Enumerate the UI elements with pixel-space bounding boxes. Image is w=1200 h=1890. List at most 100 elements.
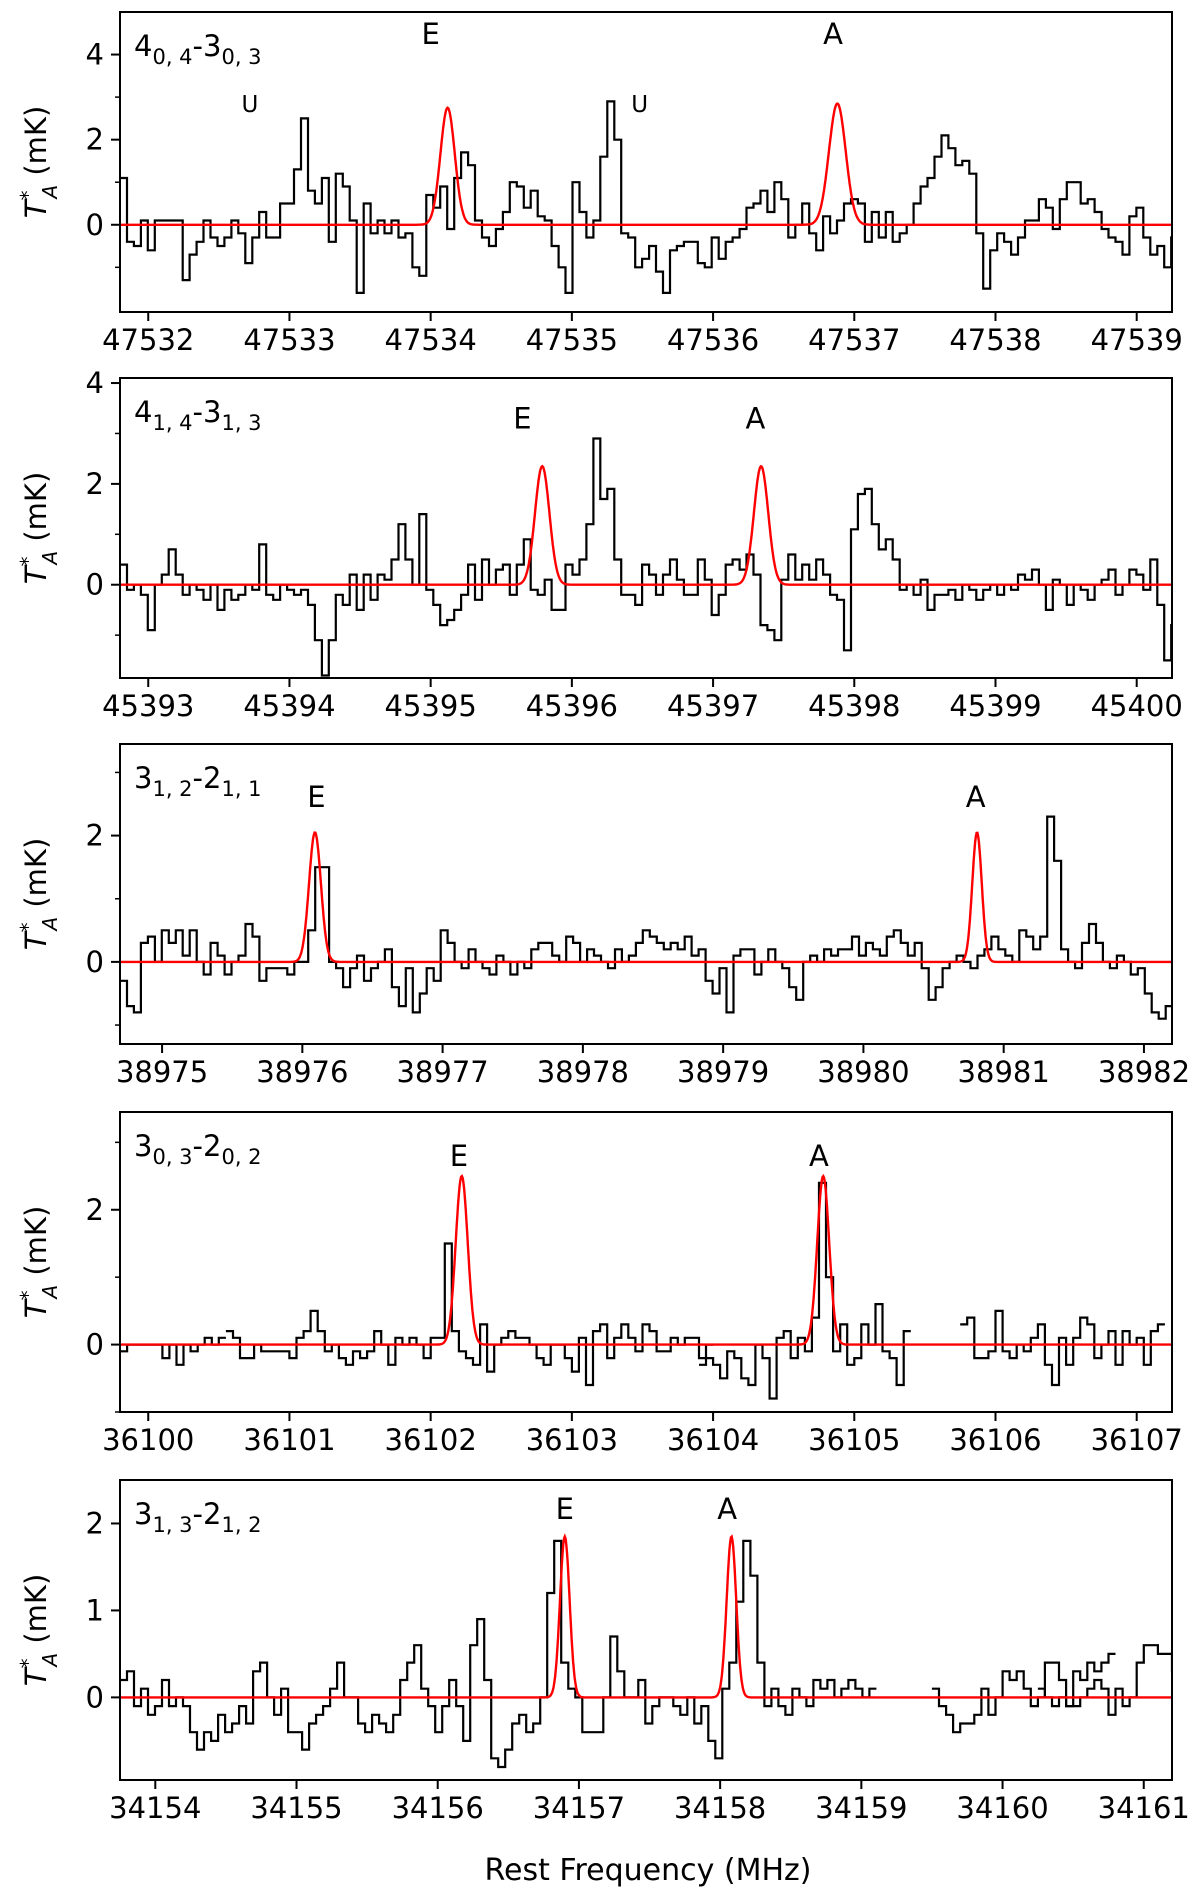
x-tick-label: 38975 <box>116 1055 208 1089</box>
x-tick-label: 38976 <box>256 1055 348 1089</box>
x-tick-label: 34156 <box>392 1791 484 1825</box>
y-axis-label-superscript: * <box>16 923 40 933</box>
plot-area <box>120 1173 1172 1400</box>
y-axis-label-subscript: A <box>38 917 62 933</box>
y-axis-label: T*A (mK) <box>16 838 62 951</box>
observed-spectrum-segment <box>120 1539 877 1769</box>
transition-upper-subscript: 1, 4 <box>152 411 192 435</box>
x-tick-label: 36101 <box>243 1423 335 1457</box>
spectrum-panel-3: 38975 38976 38977 38978 38979 38980 38981 38982… <box>16 743 1190 1089</box>
y-tick-label: 2 <box>86 819 104 853</box>
line-label-a: A <box>966 780 986 814</box>
x-tick-label: 47535 <box>526 323 618 357</box>
observed-spectrum-segment <box>120 100 1172 294</box>
x-tick-label: 36102 <box>385 1423 477 1457</box>
transition-lower-level: -2 <box>193 1129 222 1163</box>
observed-spectrum-segment <box>931 1652 1116 1734</box>
observed-spectrum-segment <box>120 437 1172 677</box>
x-tick-label: 47534 <box>385 323 477 357</box>
transition-lower-subscript: 0, 3 <box>221 45 261 69</box>
transition-lower-level: -2 <box>193 761 222 795</box>
x-tick-label: 45393 <box>102 689 194 723</box>
observed-spectrum-segment <box>960 1309 1165 1387</box>
line-label-e: E <box>513 401 531 435</box>
transition-lower-subscript: 0, 2 <box>221 1145 261 1169</box>
x-tick-label: 45394 <box>243 689 335 723</box>
x-tick-label: 36104 <box>667 1423 759 1457</box>
y-axis-label-symbol: T <box>19 1298 53 1318</box>
transition-upper-subscript: 1, 3 <box>152 1513 192 1537</box>
gaussian-fit-line <box>120 1173 1172 1346</box>
x-tick-label: 34154 <box>109 1791 201 1825</box>
y-axis-label-subscript: A <box>38 551 62 567</box>
observed-spectrum-segment <box>699 1181 911 1400</box>
spectrum-panel-4: 36100 36101 36102 36103 36104 36105 36106 36107… <box>16 1111 1183 1457</box>
x-axis-label: Rest Frequency (MHz) <box>485 1853 812 1888</box>
transition-label: 30, 3-20, 2 <box>134 1129 262 1169</box>
plot-area <box>120 1533 1172 1769</box>
transition-label: 41, 4-31, 3 <box>134 395 262 435</box>
y-axis-label-unit: (mK) <box>19 1206 53 1285</box>
y-tick-label: 0 <box>86 945 104 979</box>
transition-upper-level: 4 <box>134 29 152 63</box>
x-tick-label: 36103 <box>526 1423 618 1457</box>
x-tick-label: 34158 <box>674 1791 766 1825</box>
plot-area <box>120 437 1172 677</box>
spectra-panels: 47532 47533 47534 47535 47536 47537 47538 47539… <box>16 11 1190 1825</box>
x-tick-label: 38982 <box>1098 1055 1190 1089</box>
y-tick-label: 0 <box>86 1328 104 1362</box>
y-axis-label-subscript: A <box>38 1285 62 1301</box>
y-axis-label-unit: (mK) <box>19 472 53 551</box>
x-tick-label: 47539 <box>1091 323 1183 357</box>
x-tick-label: 47537 <box>808 323 900 357</box>
gaussian-fit-line <box>120 102 1172 226</box>
gaussian-fit-line <box>120 1533 1172 1699</box>
x-tick-label: 36105 <box>808 1423 900 1457</box>
transition-upper-level: 3 <box>134 1129 152 1163</box>
line-label-e: E <box>421 17 439 51</box>
y-axis-label-unit: (mK) <box>19 1574 53 1653</box>
transition-upper-subscript: 0, 3 <box>152 1145 192 1169</box>
x-tick-label: 38980 <box>817 1055 909 1089</box>
y-tick-label: 4 <box>86 38 104 72</box>
transition-label: 31, 2-21, 1 <box>134 761 262 801</box>
y-axis-label-unit: (mK) <box>19 106 53 185</box>
transition-upper-level: 3 <box>134 1497 152 1531</box>
y-tick-label: 0 <box>86 208 104 242</box>
y-axis-label: T*A (mK) <box>16 106 62 219</box>
y-axis-label-superscript: * <box>16 1659 40 1669</box>
x-tick-label: 38979 <box>677 1055 769 1089</box>
x-tick-label: 34161 <box>1098 1791 1190 1825</box>
y-tick-label: 0 <box>86 1680 104 1714</box>
x-tick-label: 38978 <box>537 1055 629 1089</box>
plot-frame <box>119 743 1173 1045</box>
transition-label: 31, 3-21, 2 <box>134 1497 262 1537</box>
transition-lower-subscript: 1, 3 <box>221 411 261 435</box>
line-label-e: E <box>556 1492 574 1526</box>
x-tick-label: 36107 <box>1091 1423 1183 1457</box>
line-label-u: U <box>241 92 258 118</box>
x-tick-label: 36106 <box>949 1423 1041 1457</box>
y-tick-label: 1 <box>86 1593 104 1627</box>
transition-lower-level: -3 <box>193 29 222 63</box>
line-label-a: A <box>746 401 766 435</box>
transition-upper-subscript: 1, 2 <box>152 777 192 801</box>
x-tick-label: 47536 <box>667 323 759 357</box>
spectrum-panel-5: 34154 34155 34156 34157 34158 34159 34160 34161… <box>16 1479 1190 1825</box>
gaussian-fit-line <box>120 831 1172 964</box>
y-axis-label: T*A (mK) <box>16 472 62 585</box>
y-tick-label: 4 <box>86 366 104 400</box>
y-axis-label-symbol: T <box>19 198 53 218</box>
transition-label: 40, 4-30, 3 <box>134 29 262 69</box>
plot-frame <box>119 377 1173 679</box>
line-label-e: E <box>450 1139 468 1173</box>
line-label-a: A <box>717 1492 737 1526</box>
y-axis-label-superscript: * <box>16 557 40 567</box>
x-tick-label: 45396 <box>526 689 618 723</box>
observed-spectrum-segment <box>120 1336 226 1366</box>
transition-lower-level: -2 <box>193 1497 222 1531</box>
x-tick-label: 45399 <box>949 689 1041 723</box>
transition-upper-subscript: 0, 4 <box>152 45 192 69</box>
y-axis-label-unit: (mK) <box>19 838 53 917</box>
x-tick-label: 45395 <box>385 689 477 723</box>
